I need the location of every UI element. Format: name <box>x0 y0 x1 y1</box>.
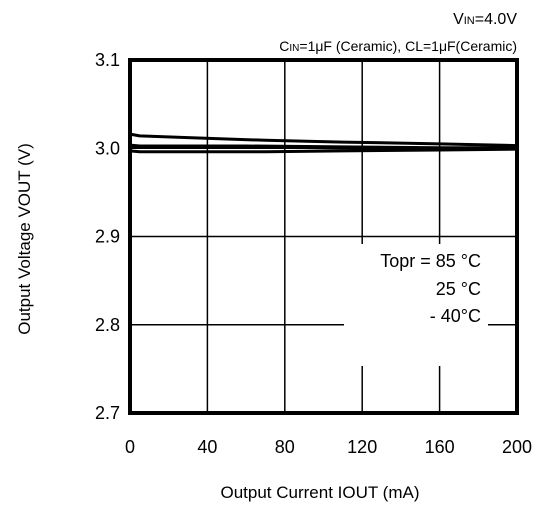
legend-minus40c: - 40°C <box>430 306 481 326</box>
plot-frame <box>128 58 519 415</box>
series-line-0 <box>129 132 518 148</box>
legend-mask <box>344 244 488 366</box>
series-line-2 <box>129 147 518 154</box>
x-tick-label: 80 <box>275 437 295 457</box>
y-tick-label: 3.0 <box>95 138 120 158</box>
y-tick-labels: 2.7 2.8 2.9 3.0 3.1 <box>95 50 120 423</box>
x-tick-label: 160 <box>425 437 455 457</box>
vin-condition: VIN=4.0V <box>453 11 517 28</box>
y-axis-label: Output Voltage VOUT (V) <box>15 143 34 335</box>
x-tick-labels: 0 40 80 120 160 200 <box>125 437 532 457</box>
x-tick-label: 120 <box>347 437 377 457</box>
series-group <box>129 132 518 154</box>
y-tick-label: 2.9 <box>95 227 120 247</box>
legend-25c: 25 °C <box>436 279 481 299</box>
x-axis-label: Output Current IOUT (mA) <box>220 483 419 502</box>
legend-85c: Topr = 85 °C <box>380 251 481 271</box>
y-tick-label: 2.8 <box>95 315 120 335</box>
y-tick-label: 2.7 <box>95 403 120 423</box>
capacitor-condition: CIN=1μF (Ceramic), CL=1μF(Ceramic) <box>279 38 517 54</box>
x-tick-label: 200 <box>502 437 532 457</box>
series-line-1 <box>129 143 517 151</box>
y-tick-label: 3.1 <box>95 50 120 70</box>
x-tick-label: 0 <box>125 437 135 457</box>
x-tick-label: 40 <box>197 437 217 457</box>
